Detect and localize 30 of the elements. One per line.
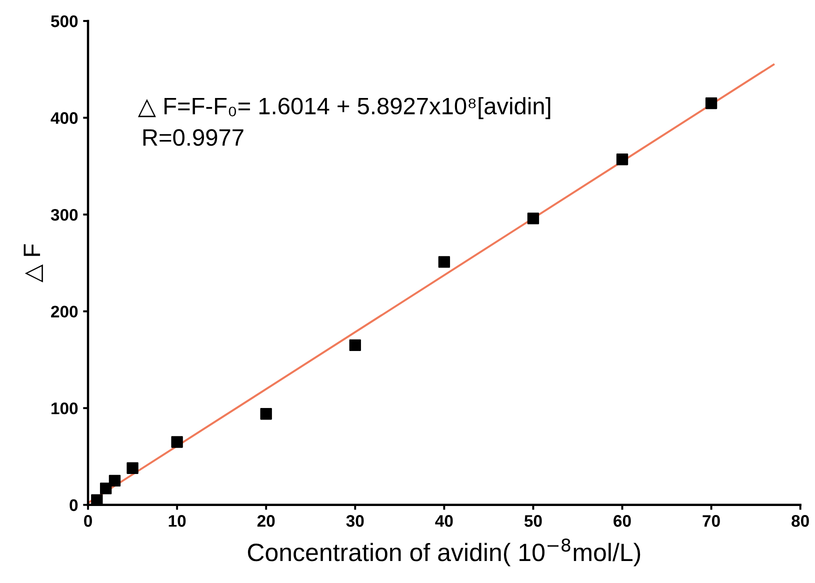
x-tick-label: 60 bbox=[614, 515, 631, 527]
x-axis-title: Concentration of avidin( 10$^{−8}$mol/L) bbox=[248, 538, 640, 566]
point bbox=[126, 462, 138, 474]
x-tick-label: 30 bbox=[346, 515, 364, 527]
x-tick-label: 0 bbox=[84, 515, 92, 527]
point bbox=[527, 212, 540, 224]
point bbox=[616, 154, 628, 166]
x-tick-label: 40 bbox=[435, 515, 453, 527]
x-tick-label: 10 bbox=[168, 515, 186, 527]
point bbox=[171, 436, 183, 448]
point bbox=[100, 482, 112, 494]
y-tick-label: 100 bbox=[52, 402, 78, 414]
y-tick-label: 500 bbox=[51, 15, 78, 28]
point bbox=[91, 494, 103, 505]
x-tick-label: 80 bbox=[792, 515, 809, 527]
point bbox=[349, 339, 361, 352]
x-tick-label: 70 bbox=[702, 515, 720, 527]
y-tick-label: 300 bbox=[50, 208, 78, 221]
x-tick-label: 50 bbox=[524, 515, 542, 527]
point bbox=[438, 256, 450, 268]
point bbox=[108, 474, 121, 487]
y-axis-title: △ F bbox=[24, 244, 43, 282]
y-tick-label: 0 bbox=[70, 499, 78, 512]
annotation: R=0.9977 bbox=[143, 129, 244, 146]
x-tick-label: 20 bbox=[257, 515, 275, 527]
annotation: △ F=F-F₀= 1.6014 + 5.8927x10⁸[avidin] bbox=[138, 97, 550, 120]
point bbox=[705, 97, 718, 110]
y-tick-label: 200 bbox=[51, 306, 78, 318]
y-tick-label: 400 bbox=[50, 112, 78, 124]
point bbox=[260, 408, 272, 420]
